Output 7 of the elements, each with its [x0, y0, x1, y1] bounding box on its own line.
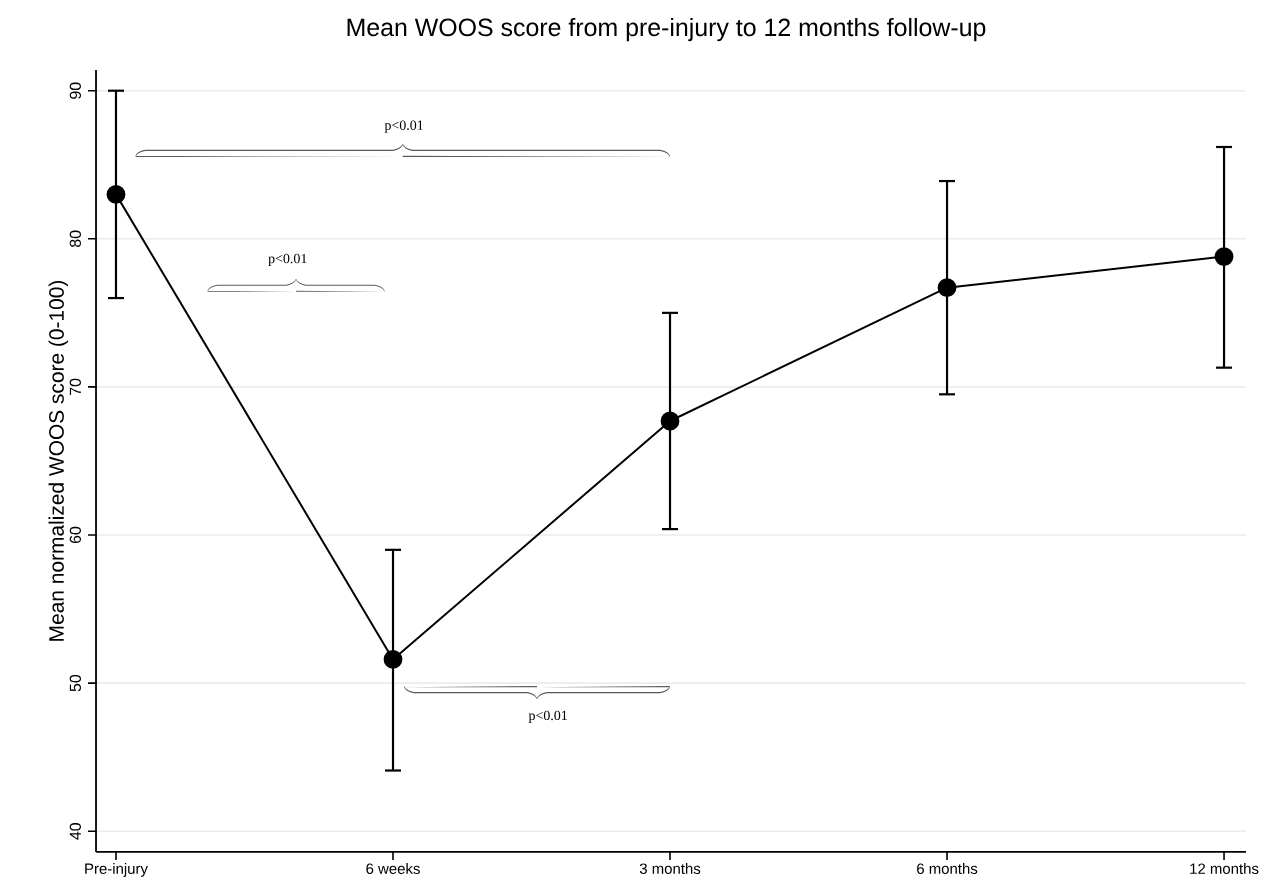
y-axis-title: Mean normalized WOOS score (0-100) [48, 280, 69, 641]
chart-title: Mean WOOS score from pre-injury to 12 months follow-up [347, 17, 986, 42]
point [937, 278, 957, 298]
point [1214, 247, 1234, 266]
point [106, 184, 126, 204]
point [383, 650, 403, 669]
point [660, 411, 680, 431]
